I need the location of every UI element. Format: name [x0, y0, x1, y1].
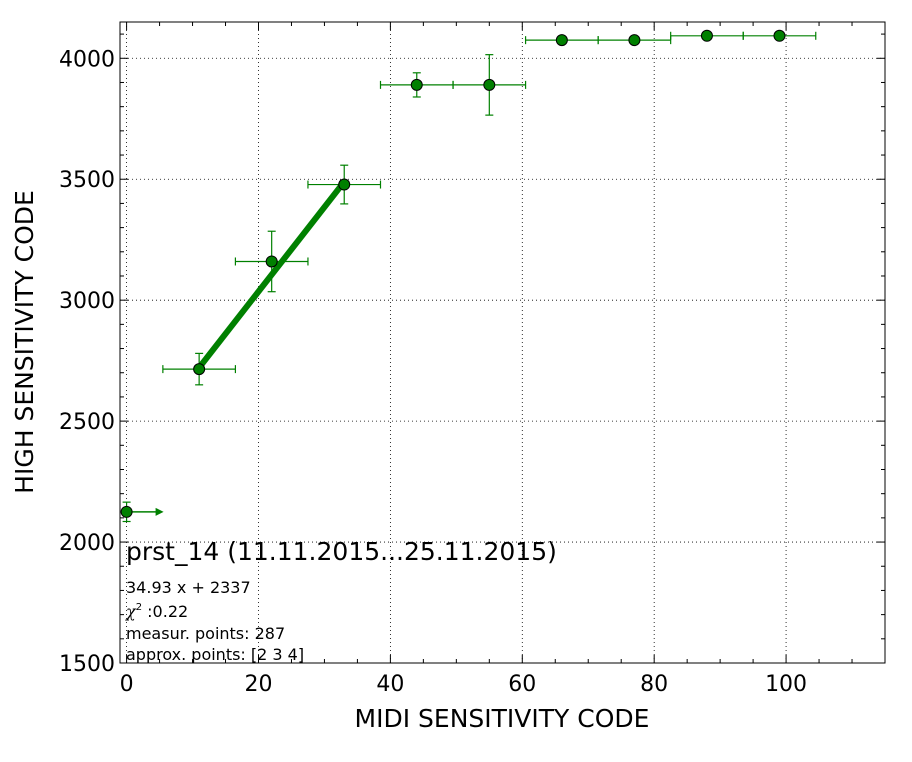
chi-value: :0.22 — [142, 602, 188, 621]
tick-labels: 0 20 40 60 80 100 1500 2000 2500 3000 3500 4000 — [59, 47, 807, 697]
x-tick-label: 60 — [508, 672, 536, 697]
data-points — [120, 29, 786, 518]
limit-arrow-head — [155, 507, 164, 516]
ticks — [120, 22, 885, 664]
grid — [120, 22, 885, 663]
x-tick-label: 0 — [120, 672, 134, 697]
data-point — [410, 78, 423, 91]
data-point — [555, 34, 568, 47]
data-point — [700, 29, 713, 42]
x-tick-label: 20 — [244, 672, 272, 697]
chi-square: χ2 :0.22 — [125, 602, 188, 621]
chart-title: prst_14 (11.11.2015...25.11.2015) — [126, 537, 557, 566]
data-point — [773, 29, 786, 42]
plot-background — [120, 22, 885, 663]
data-point — [120, 505, 133, 518]
chi-superscript: 2 — [136, 602, 142, 613]
y-axis-label: HIGH SENSITIVITY CODE — [10, 190, 39, 494]
plot-frame — [119, 21, 886, 664]
data-point — [338, 178, 351, 191]
data-point — [628, 34, 641, 47]
fit-equation: 34.93 x + 2337 — [126, 578, 251, 597]
x-tick-label: 100 — [765, 672, 807, 697]
x-tick-label: 80 — [640, 672, 668, 697]
data-point — [193, 363, 206, 376]
x-tick-label: 40 — [376, 672, 404, 697]
chi-symbol: χ — [125, 602, 137, 621]
y-tick-label: 1500 — [59, 652, 115, 677]
data-point — [265, 255, 278, 268]
y-tick-label: 2500 — [59, 410, 115, 435]
data-point — [483, 78, 496, 91]
approx-points: approx. points: [2 3 4] — [126, 645, 304, 664]
y-tick-label: 3000 — [59, 289, 115, 314]
y-tick-label: 3500 — [59, 168, 115, 193]
x-axis-label: MIDI SENSITIVITY CODE — [355, 704, 650, 733]
y-tick-label: 4000 — [59, 47, 115, 72]
measur-points: measur. points: 287 — [126, 624, 285, 643]
y-tick-label: 2000 — [59, 531, 115, 556]
